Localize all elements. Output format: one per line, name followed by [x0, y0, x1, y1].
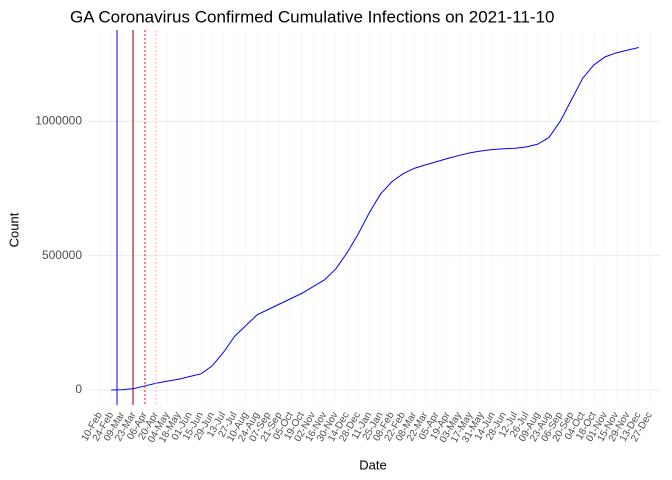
- y-tick-label: 1000000: [35, 114, 82, 128]
- plot-area: 10-Feb24-Feb09-Mar23-Mar06-Apr20-Apr04-M…: [35, 30, 660, 445]
- y-tick-label: 500000: [42, 248, 82, 262]
- y-axis-label: Count: [6, 212, 21, 247]
- y-tick-label: 0: [75, 382, 82, 396]
- chart-title: GA Coronavirus Confirmed Cumulative Infe…: [70, 7, 554, 26]
- data-line: [111, 46, 639, 391]
- x-axis-label: Date: [359, 457, 386, 472]
